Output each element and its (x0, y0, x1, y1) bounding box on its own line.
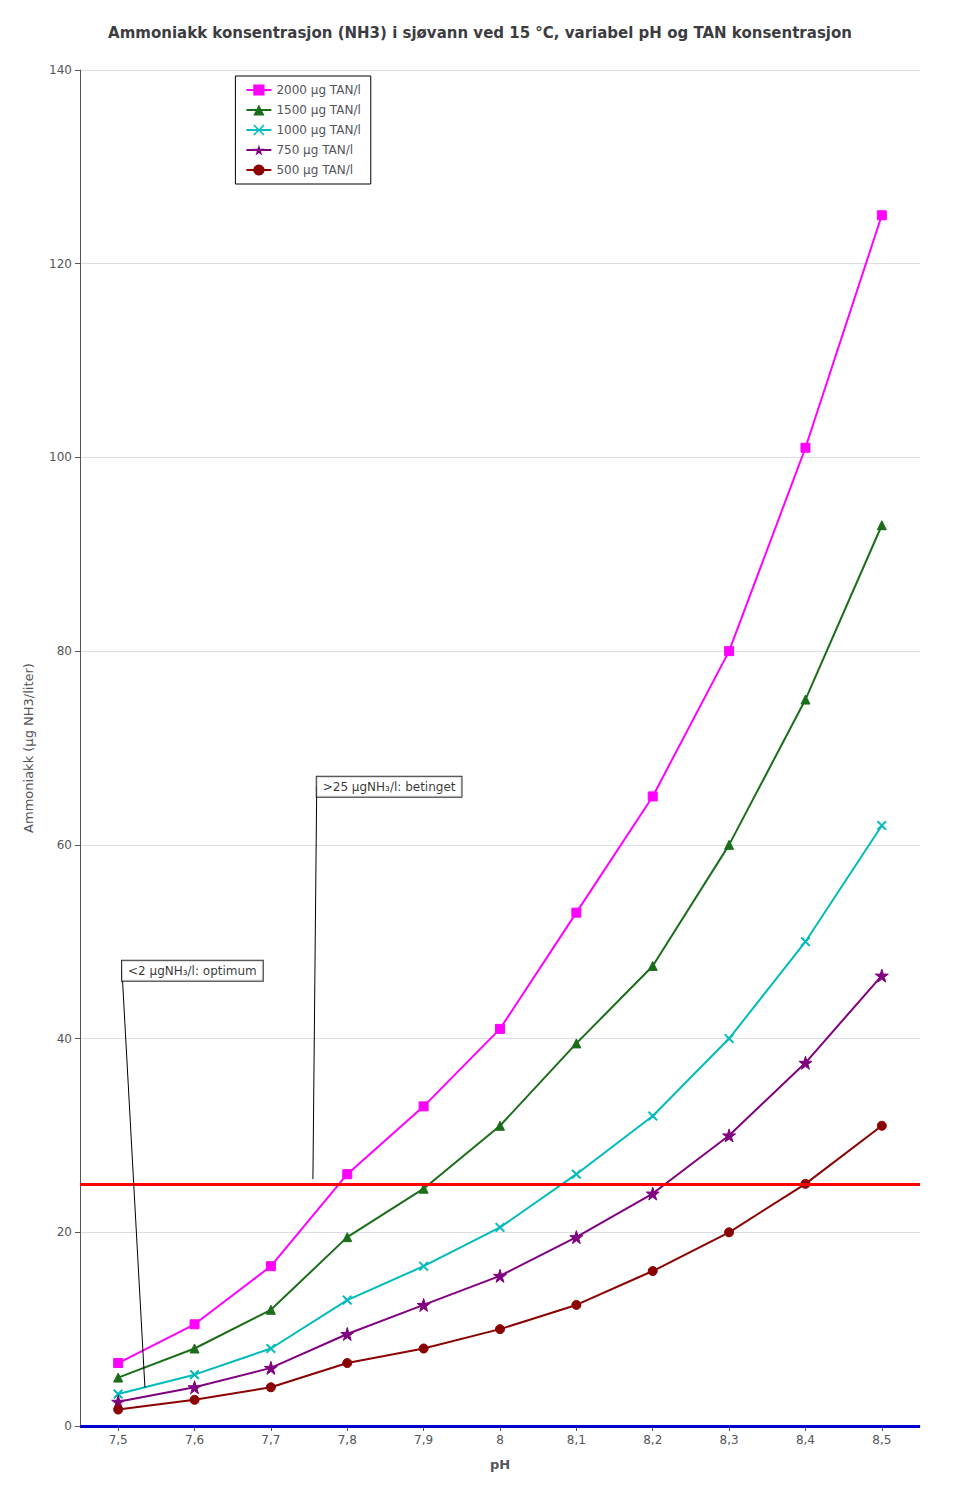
svg-text:7,7: 7,7 (261, 1433, 280, 1447)
svg-text:500 µg TAN/l: 500 µg TAN/l (276, 163, 353, 177)
svg-text:<2 µgNH₃/l: optimum: <2 µgNH₃/l: optimum (128, 964, 257, 978)
svg-text:Ammoniakk (µg NH3/liter): Ammoniakk (µg NH3/liter) (21, 663, 36, 833)
svg-text:7,8: 7,8 (338, 1433, 357, 1447)
svg-text:750 µg TAN/l: 750 µg TAN/l (276, 143, 353, 157)
svg-text:8,3: 8,3 (720, 1433, 739, 1447)
svg-text:7,6: 7,6 (185, 1433, 204, 1447)
svg-text:1000 µg TAN/l: 1000 µg TAN/l (276, 123, 360, 137)
svg-text:pH: pH (490, 1457, 510, 1472)
svg-text:8,5: 8,5 (872, 1433, 891, 1447)
svg-text:2000 µg TAN/l: 2000 µg TAN/l (276, 83, 360, 97)
svg-text:>25 µgNH₃/l: betinget: >25 µgNH₃/l: betinget (323, 780, 456, 794)
svg-text:8,2: 8,2 (643, 1433, 662, 1447)
svg-text:80: 80 (57, 644, 72, 658)
svg-text:100: 100 (49, 450, 72, 464)
svg-text:8: 8 (496, 1433, 504, 1447)
svg-text:8,1: 8,1 (567, 1433, 586, 1447)
svg-text:60: 60 (57, 838, 72, 852)
svg-text:1500 µg TAN/l: 1500 µg TAN/l (276, 103, 360, 117)
svg-text:8,4: 8,4 (796, 1433, 815, 1447)
svg-text:7,9: 7,9 (414, 1433, 433, 1447)
svg-text:Ammoniakk konsentrasjon (NH3): Ammoniakk konsentrasjon (NH3) i sjøvann … (108, 24, 852, 42)
svg-text:0: 0 (64, 1419, 72, 1433)
svg-text:120: 120 (49, 257, 72, 271)
svg-text:7,5: 7,5 (109, 1433, 128, 1447)
svg-text:20: 20 (57, 1225, 72, 1239)
svg-text:40: 40 (57, 1032, 72, 1046)
svg-text:140: 140 (49, 63, 72, 77)
